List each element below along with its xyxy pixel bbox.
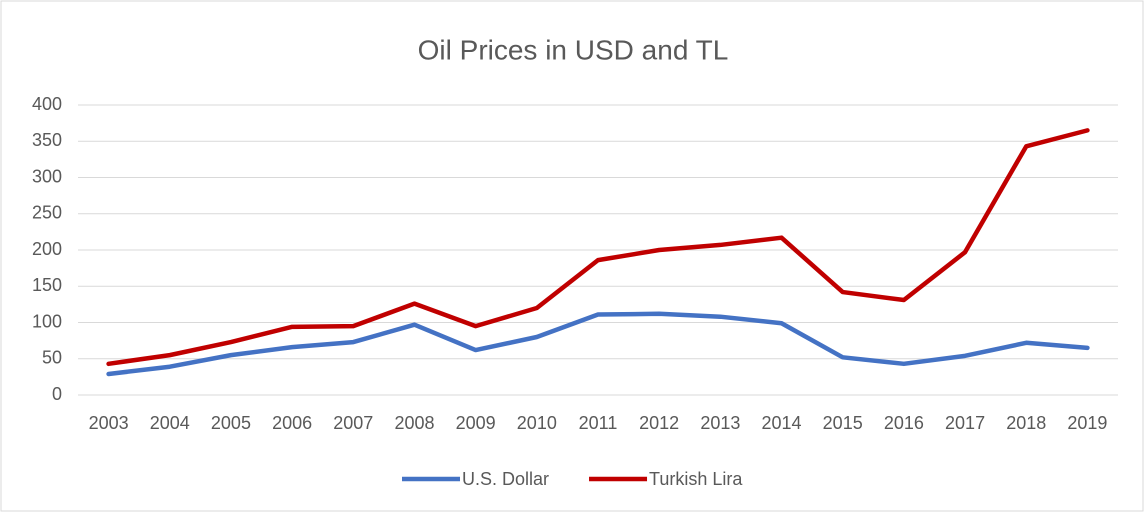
x-tick-label: 2005 [211, 413, 251, 433]
y-tick-label: 200 [32, 239, 62, 259]
x-tick-label: 2010 [517, 413, 557, 433]
x-tick-label: 2014 [762, 413, 802, 433]
legend-label: U.S. Dollar [462, 469, 549, 489]
data-line [106, 128, 1090, 367]
y-tick-label: 100 [32, 311, 62, 331]
y-tick-label: 350 [32, 130, 62, 150]
x-tick-label: 2003 [89, 413, 129, 433]
data-line [106, 311, 1090, 377]
y-tick-label: 50 [42, 348, 62, 368]
y-tick-label: 250 [32, 203, 62, 223]
x-tick-label: 2018 [1006, 413, 1046, 433]
x-tick-label: 2015 [823, 413, 863, 433]
x-tick-label: 2006 [272, 413, 312, 433]
y-tick-label: 300 [32, 166, 62, 186]
x-tick-label: 2004 [150, 413, 190, 433]
x-tick-label: 2019 [1067, 413, 1107, 433]
y-tick-label: 400 [32, 94, 62, 114]
x-tick-label: 2008 [394, 413, 434, 433]
x-tick-label: 2017 [945, 413, 985, 433]
y-tick-label: 0 [52, 384, 62, 404]
x-tick-label: 2009 [456, 413, 496, 433]
x-tick-label: 2007 [333, 413, 373, 433]
x-tick-label: 2013 [700, 413, 740, 433]
x-tick-label: 2016 [884, 413, 924, 433]
x-tick-label: 2012 [639, 413, 679, 433]
x-tick-label: 2011 [579, 413, 618, 433]
chart-title: Oil Prices in USD and TL [418, 34, 729, 65]
y-tick-label: 150 [32, 275, 62, 295]
legend-label: Turkish Lira [649, 469, 743, 489]
